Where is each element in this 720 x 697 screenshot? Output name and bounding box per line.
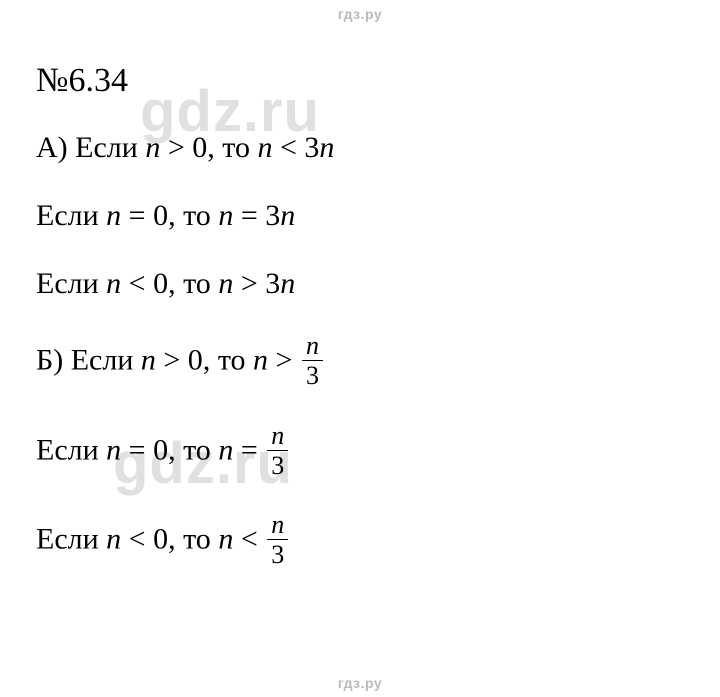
text-op: > 0: [160, 131, 207, 164]
var-n: n: [106, 267, 121, 300]
var-n: n: [280, 199, 295, 232]
fraction-denominator: 3: [302, 362, 323, 389]
var-n: n: [253, 344, 268, 377]
text-op: < 3: [272, 131, 319, 164]
line-a3: Если n < 0, то n > 3n: [36, 266, 686, 302]
text-if: Если: [36, 523, 106, 556]
problem-number: №6.34: [36, 62, 686, 100]
part-letter: А): [36, 131, 75, 164]
line-b3: Если n < 0, то n < n3: [36, 513, 686, 571]
var-n: n: [106, 433, 121, 466]
text-op: = 0: [121, 199, 168, 232]
text-op: > 0: [156, 344, 203, 377]
fraction: n3: [267, 422, 288, 480]
var-n: n: [280, 267, 295, 300]
text-if: Если: [75, 131, 145, 164]
line-b1: Б) Если n > 0, то n > n3: [36, 334, 686, 392]
text-op: = 3: [233, 199, 280, 232]
var-n: n: [145, 131, 160, 164]
text-op: = 0: [121, 433, 168, 466]
text-op: < 0: [121, 523, 168, 556]
var-n: n: [218, 267, 233, 300]
fraction: n3: [302, 332, 323, 390]
var-n: n: [218, 523, 233, 556]
var-n: n: [106, 199, 121, 232]
text-op: <: [233, 523, 265, 556]
line-a1: А) Если n > 0, то n < 3n: [36, 130, 686, 166]
fraction-numerator: n: [267, 511, 288, 538]
var-n: n: [257, 131, 272, 164]
solution-content: №6.34 А) Если n > 0, то n < 3n Если n = …: [36, 62, 686, 603]
var-n: n: [218, 199, 233, 232]
var-n: n: [106, 523, 121, 556]
text-if: Если: [36, 433, 106, 466]
text-then: , то: [168, 199, 218, 232]
text-op: < 0: [121, 267, 168, 300]
text-op: >: [268, 344, 300, 377]
var-n: n: [319, 131, 334, 164]
line-b2: Если n = 0, то n = n3: [36, 424, 686, 482]
text-op: > 3: [233, 267, 280, 300]
fraction-denominator: 3: [267, 541, 288, 568]
site-label-top: гдз.ру: [0, 6, 720, 22]
fraction-numerator: n: [267, 422, 288, 449]
site-label-bottom: гдз.ру: [0, 675, 720, 691]
text-if: Если: [36, 267, 106, 300]
line-a2: Если n = 0, то n = 3n: [36, 198, 686, 234]
var-n: n: [218, 433, 233, 466]
text-then: , то: [168, 267, 218, 300]
text-if: Если: [36, 199, 106, 232]
text-then: , то: [203, 344, 253, 377]
text-op: =: [233, 433, 265, 466]
text-then: , то: [207, 131, 257, 164]
fraction: n3: [267, 511, 288, 569]
text-then: , то: [168, 523, 218, 556]
var-n: n: [141, 344, 156, 377]
fraction-denominator: 3: [267, 452, 288, 479]
text-then: , то: [168, 433, 218, 466]
text-if: Если: [71, 344, 141, 377]
part-letter: Б): [36, 344, 71, 377]
fraction-numerator: n: [302, 332, 323, 359]
